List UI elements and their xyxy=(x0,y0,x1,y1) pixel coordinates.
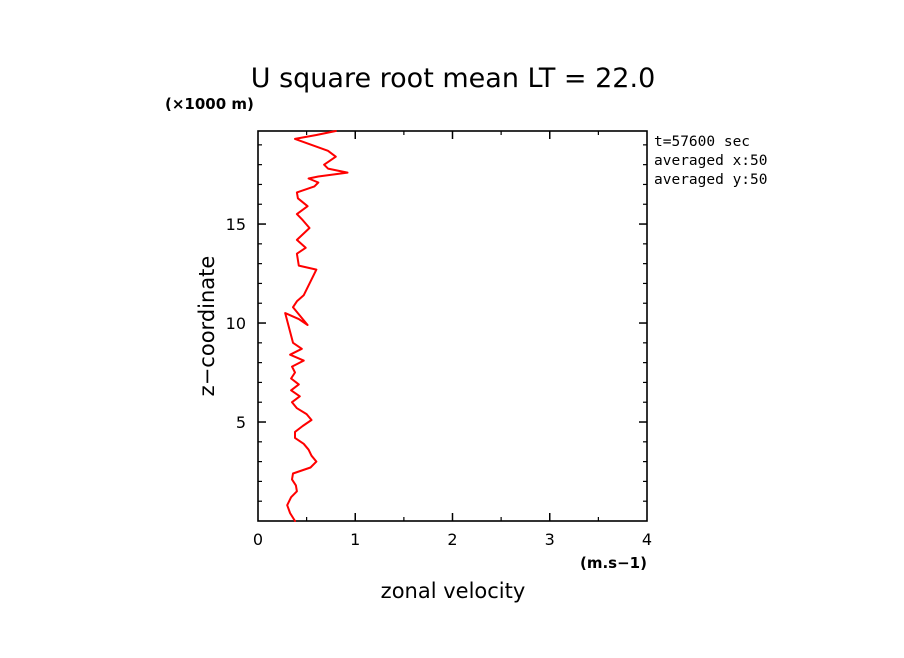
y-ticks: 5 10 15 xyxy=(226,144,647,502)
y-tick-label: 15 xyxy=(226,215,246,234)
y-tick-label: 5 xyxy=(236,413,246,432)
x-unit-label: (m.s−1) xyxy=(580,554,647,572)
x-ticks: 0 1 2 3 4 xyxy=(253,131,652,549)
y-tick-label: 10 xyxy=(226,314,246,333)
x-axis-title: zonal velocity xyxy=(381,579,526,603)
x-tick-label: 2 xyxy=(447,530,457,549)
chart-title: U square root mean LT = 22.0 xyxy=(251,63,656,94)
x-tick-label: 0 xyxy=(253,530,263,549)
annotation-layer: t=57600 sec averaged x:50 averaged y:50 xyxy=(654,134,768,188)
annotation-text: averaged x:50 xyxy=(654,153,768,169)
series-layer xyxy=(284,130,349,522)
annotation-text: averaged y:50 xyxy=(654,172,768,188)
y-unit-label: (×1000 m) xyxy=(165,95,254,113)
y-axis-title: z−coordinate xyxy=(195,256,219,397)
series-line-0 xyxy=(284,130,349,522)
x-tick-label: 1 xyxy=(350,530,360,549)
x-tick-label: 3 xyxy=(545,530,555,549)
annotation-text: t=57600 sec xyxy=(654,134,750,150)
x-tick-label: 4 xyxy=(642,530,652,549)
